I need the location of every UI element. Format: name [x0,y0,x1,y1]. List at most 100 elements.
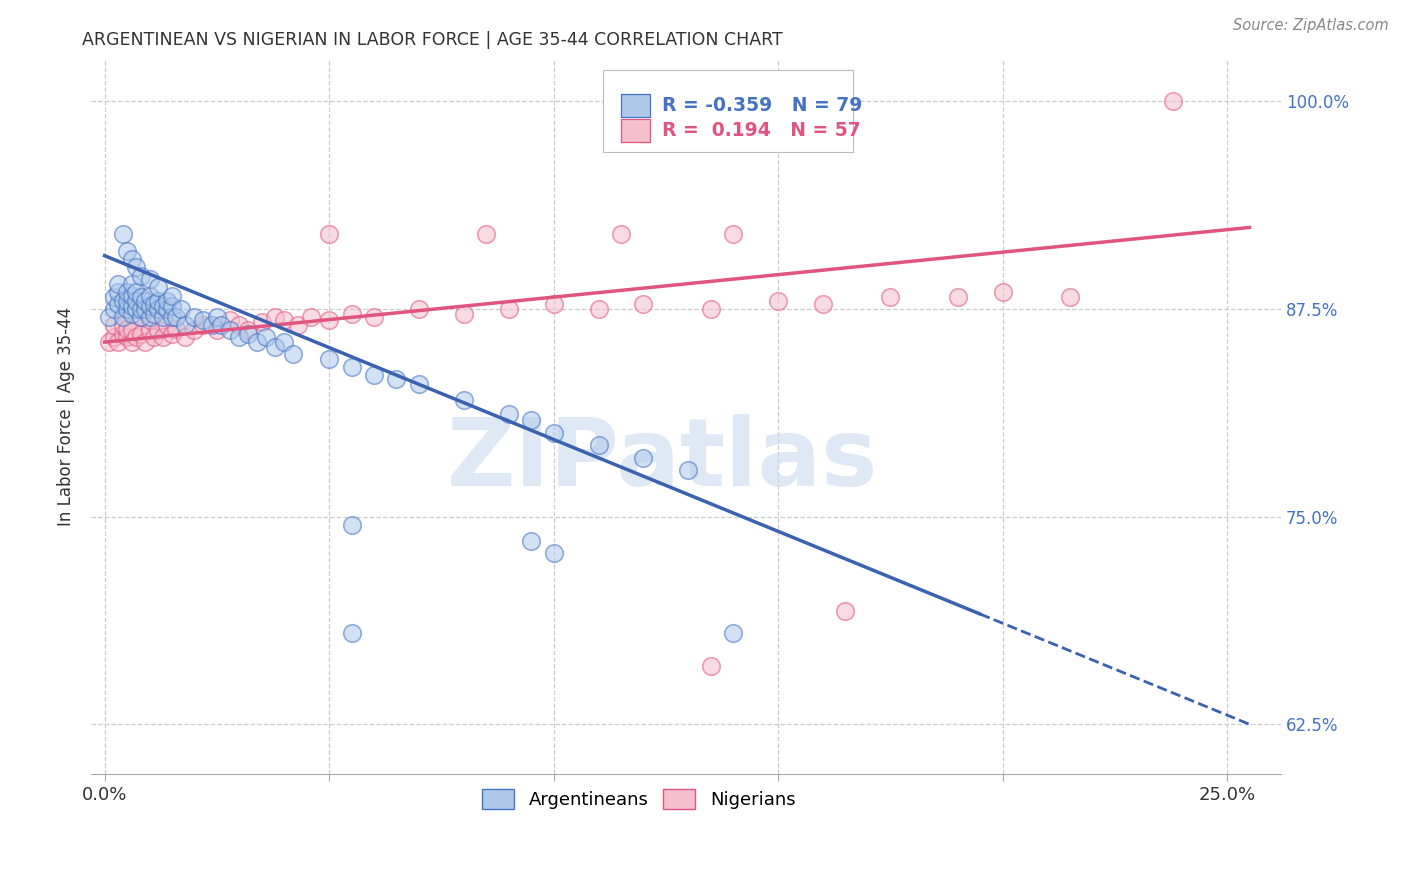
Point [318,351,340,366]
FancyBboxPatch shape [620,94,651,117]
Point [228,318,250,333]
Point [160,326,183,341]
Point [633,297,655,311]
Point [363,310,385,325]
Point [134,293,156,308]
Point [170,301,193,316]
Text: R =  0.194   N = 57: R = 0.194 N = 57 [662,121,860,140]
Y-axis label: In Labor Force | Age 35-44: In Labor Force | Age 35-44 [58,308,75,526]
Point [700,659,723,673]
Point [520,534,543,549]
Point [138,299,160,313]
Point [385,371,408,385]
Point [125,285,148,300]
Point [721,626,744,640]
Point [340,626,363,640]
Point [156,293,179,308]
Point [129,326,152,341]
Point [498,407,520,421]
Point [228,330,250,344]
Legend: Argentineans, Nigerians: Argentineans, Nigerians [474,782,803,816]
Point [121,288,143,302]
Point [250,315,273,329]
Point [107,297,129,311]
Point [103,330,125,344]
Point [121,335,143,350]
Point [721,227,744,241]
Point [588,438,610,452]
Point [363,368,385,383]
Point [134,335,156,350]
Point [129,310,152,325]
Point [193,313,215,327]
Point [453,307,475,321]
Point [103,290,125,304]
Text: Source: ZipAtlas.com: Source: ZipAtlas.com [1233,18,1389,33]
Point [121,277,143,291]
Point [299,310,322,325]
Point [125,330,148,344]
Point [138,310,160,325]
Text: ZIPatlas: ZIPatlas [447,414,877,506]
Point [160,288,183,302]
Point [115,293,138,308]
Point [811,297,834,311]
Point [183,323,205,337]
Point [340,307,363,321]
Point [111,227,134,241]
Point [138,313,160,327]
Point [834,604,856,618]
Point [107,335,129,350]
Point [125,293,148,308]
Point [138,323,160,337]
Point [166,322,188,336]
Point [107,277,129,291]
Point [160,310,183,325]
Point [219,323,242,337]
Point [340,517,363,532]
Point [340,359,363,374]
Point [879,290,901,304]
Point [924,796,946,810]
Point [148,301,170,316]
Point [111,318,134,333]
Point [98,335,121,350]
Point [408,376,430,391]
Point [121,323,143,337]
Point [318,313,340,327]
Point [121,252,143,266]
Point [156,301,179,316]
Point [152,330,174,344]
Point [160,299,183,313]
Point [193,318,215,333]
Point [115,330,138,344]
Point [174,318,197,333]
Point [111,310,134,325]
Point [98,310,121,325]
Point [273,335,295,350]
Point [148,293,170,308]
Point [238,326,260,341]
Point [174,330,197,344]
Point [143,307,166,321]
Point [152,310,174,325]
Point [103,318,125,333]
Point [125,260,148,275]
Point [246,335,269,350]
Point [134,301,156,316]
Point [209,318,232,333]
Point [273,313,295,327]
Point [138,288,160,302]
Point [318,227,340,241]
Point [115,244,138,258]
Point [254,330,277,344]
Point [205,310,228,325]
Point [543,297,565,311]
Point [264,310,287,325]
Point [283,347,305,361]
Point [264,340,287,354]
Point [143,297,166,311]
Point [766,293,789,308]
Point [125,301,148,316]
Point [453,393,475,408]
